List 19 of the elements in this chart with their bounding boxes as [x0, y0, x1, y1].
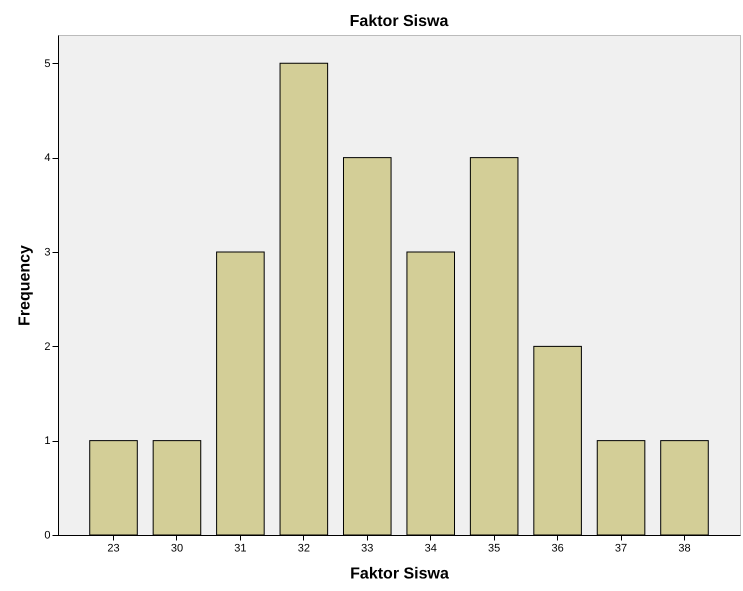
x-tick-label: 31: [234, 542, 247, 554]
y-tick-label: 1: [44, 435, 50, 448]
y-tick-label: 4: [44, 152, 50, 164]
x-axis-title: Faktor Siswa: [350, 566, 449, 582]
y-tick-label: 2: [44, 340, 50, 353]
y-axis-title: Frequency: [16, 244, 34, 326]
x-tick-label: 33: [361, 542, 374, 554]
x-tick-label: 37: [614, 542, 628, 554]
x-tick-label: 35: [488, 542, 500, 554]
x-tick-label: 34: [424, 542, 437, 554]
x-tick-label: 36: [551, 542, 564, 554]
chart-title: Faktor Siswa: [350, 13, 448, 30]
x-tick-label: 30: [170, 542, 184, 554]
y-tick-label: 3: [44, 246, 50, 258]
x-tick-label: 23: [107, 542, 120, 554]
x-tick-label: 38: [678, 542, 691, 554]
x-tick-label: 32: [298, 542, 310, 554]
y-tick-label: 0: [44, 530, 50, 542]
y-tick-label: 5: [44, 58, 50, 70]
